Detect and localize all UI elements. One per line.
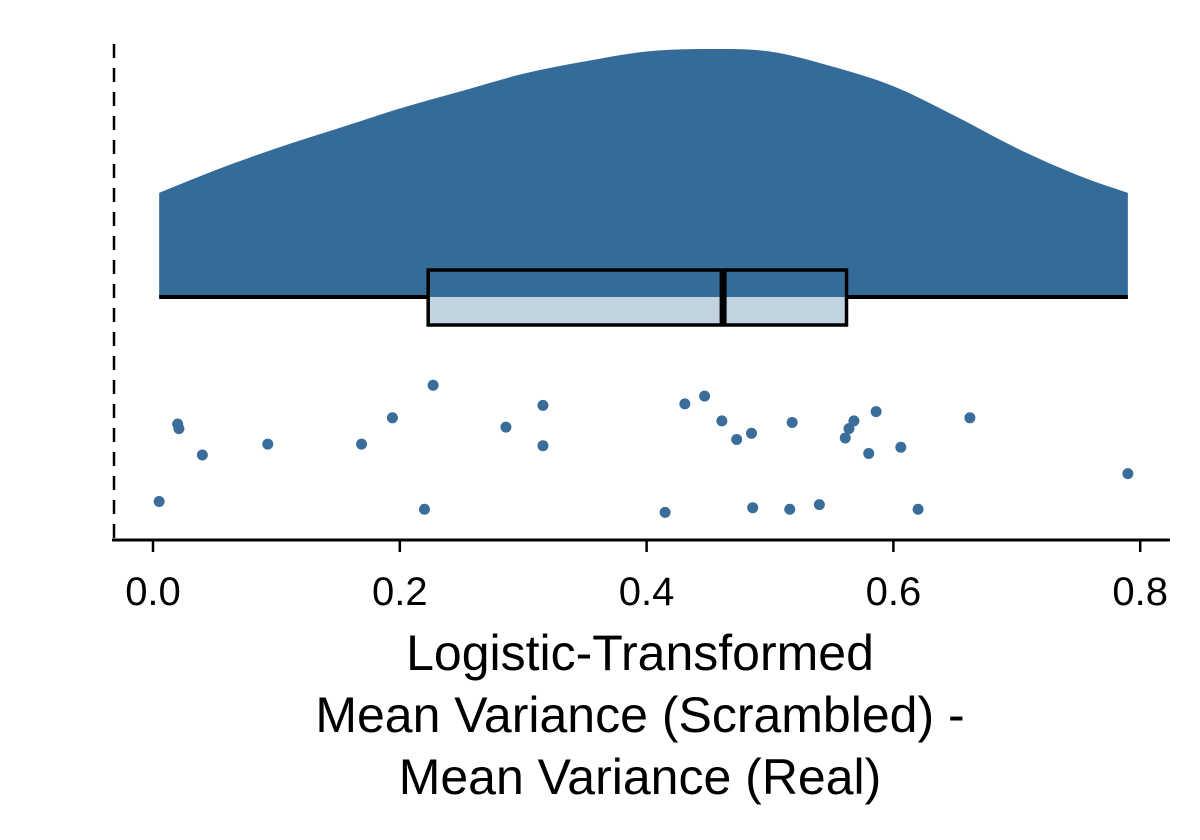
data-point bbox=[716, 415, 728, 427]
x-axis-ticks: 0.0 0.2 0.4 0.6 0.8 bbox=[125, 540, 1168, 614]
data-point bbox=[418, 503, 430, 515]
x-tick-label: 0.2 bbox=[372, 570, 428, 614]
x-tick-label: 0.4 bbox=[619, 570, 675, 614]
data-point bbox=[912, 503, 924, 515]
data-point bbox=[173, 423, 185, 435]
data-point bbox=[1122, 468, 1134, 480]
data-point bbox=[699, 390, 711, 402]
data-point bbox=[386, 412, 398, 424]
data-point bbox=[964, 412, 976, 424]
data-point bbox=[863, 447, 875, 459]
data-point bbox=[537, 399, 549, 411]
data-point bbox=[153, 496, 165, 507]
data-point bbox=[870, 406, 882, 418]
x-tick-label: 0.8 bbox=[1112, 570, 1168, 614]
data-point bbox=[196, 449, 208, 461]
data-point bbox=[356, 438, 368, 450]
data-point bbox=[731, 434, 743, 445]
x-axis-title-line-1: Logistic-Transformed bbox=[406, 625, 874, 681]
x-tick-label: 0.6 bbox=[866, 570, 922, 614]
data-point bbox=[745, 427, 757, 439]
data-point bbox=[537, 440, 549, 452]
data-point bbox=[839, 432, 851, 444]
data-point bbox=[813, 499, 825, 511]
data-point bbox=[784, 503, 796, 515]
data-point bbox=[895, 441, 907, 453]
box-upper-half bbox=[428, 270, 847, 297]
data-point bbox=[427, 379, 439, 391]
data-point bbox=[659, 506, 671, 518]
points-layer bbox=[153, 379, 1134, 518]
x-axis-title-line-3: Mean Variance (Real) bbox=[398, 749, 882, 805]
data-point bbox=[500, 421, 512, 433]
box-outline bbox=[426, 268, 849, 327]
x-axis-title-line-2: Mean Variance (Scrambled) - bbox=[315, 687, 965, 743]
data-point bbox=[262, 438, 274, 450]
data-point bbox=[786, 416, 798, 428]
x-tick-label: 0.0 bbox=[125, 570, 181, 614]
box-lower-half bbox=[428, 297, 847, 325]
data-point bbox=[679, 398, 691, 410]
x-axis-title: Logistic-Transformed Mean Variance (Scra… bbox=[140, 622, 1140, 808]
data-point bbox=[747, 502, 759, 514]
density-area bbox=[159, 48, 1128, 298]
data-point bbox=[848, 415, 860, 427]
